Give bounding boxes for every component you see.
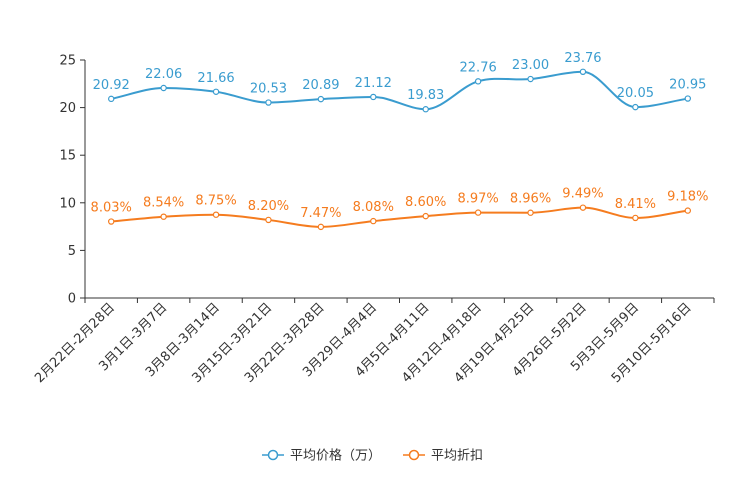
y-axis: 0 5 10 15 20 25: [59, 54, 86, 307]
data-label: 8.20%: [248, 199, 289, 214]
data-label: 8.60%: [405, 195, 446, 210]
data-label: 7.47%: [300, 206, 341, 221]
legend-marker-icon: [267, 449, 279, 461]
data-point[interactable]: [684, 95, 691, 102]
data-point[interactable]: [632, 214, 639, 222]
y-tick-label: 15: [59, 149, 76, 164]
data-point[interactable]: [212, 211, 220, 218]
data-label: 21.66: [197, 71, 234, 86]
series-layer: 20.92 22.06 21.66 20.53 20.89 21.12 19.83 22.76…: [91, 51, 708, 231]
data-label: 9.18%: [667, 190, 708, 205]
data-label: 19.83: [407, 88, 444, 103]
data-point[interactable]: [422, 106, 429, 113]
data-label: 8.97%: [457, 192, 498, 207]
legend-label: 平均价格（万）: [290, 448, 381, 464]
data-point[interactable]: [317, 223, 325, 231]
legend[interactable]: 平均价格（万） 平均折扣: [262, 448, 483, 464]
data-label: 8.03%: [91, 201, 132, 216]
legend-item-avg-discount[interactable]: 平均折扣: [403, 449, 483, 464]
data-label: 23.00: [512, 58, 549, 73]
data-label: 20.95: [669, 78, 706, 93]
data-label: 8.54%: [143, 196, 184, 211]
legend-label: 平均折扣: [431, 449, 483, 464]
data-label: 22.06: [145, 67, 182, 82]
data-point[interactable]: [579, 68, 587, 76]
data-point[interactable]: [370, 217, 377, 225]
data-point[interactable]: [527, 75, 534, 83]
data-point[interactable]: [160, 84, 167, 92]
data-point[interactable]: [265, 99, 272, 106]
series-line: [111, 206, 688, 228]
y-tick-label: 25: [59, 54, 76, 69]
y-tick-label: 10: [59, 196, 76, 211]
data-point[interactable]: [579, 204, 587, 211]
data-point[interactable]: [212, 88, 220, 95]
data-label: 8.75%: [195, 194, 236, 209]
data-label: 8.96%: [510, 192, 551, 207]
data-point[interactable]: [265, 216, 272, 224]
data-label: 20.53: [250, 82, 287, 97]
series-avg-price: 20.92 22.06 21.66 20.53 20.89 21.12 19.83 22.76…: [93, 51, 706, 113]
data-point[interactable]: [108, 218, 115, 225]
data-point[interactable]: [684, 207, 691, 214]
data-point[interactable]: [422, 212, 429, 220]
data-point[interactable]: [527, 209, 534, 216]
y-tick-label: 5: [68, 244, 76, 259]
data-label: 22.76: [460, 60, 497, 75]
data-label: 20.92: [93, 78, 130, 93]
data-label: 8.08%: [353, 200, 394, 215]
data-point[interactable]: [474, 209, 482, 216]
x-axis: 2月22日-2月28日3月1日-3月7日3月8日-3月14日3月15日-3月21…: [32, 297, 715, 386]
data-point[interactable]: [108, 95, 115, 103]
data-label: 21.12: [355, 76, 392, 91]
data-point[interactable]: [317, 95, 325, 103]
legend-marker-icon: [408, 449, 420, 461]
y-tick-label: 0: [68, 292, 76, 307]
data-label: 20.89: [302, 78, 339, 93]
y-tick-label: 20: [59, 101, 76, 116]
data-label: 23.76: [564, 51, 601, 66]
data-label: 9.49%: [562, 187, 603, 202]
data-label: 20.05: [617, 86, 654, 101]
data-label: 8.41%: [615, 197, 656, 212]
series-avg-discount: 8.03% 8.54% 8.75% 8.20% 7.47% 8.08% 8.60% 8.97%…: [91, 187, 708, 231]
data-point[interactable]: [370, 93, 377, 101]
data-point[interactable]: [160, 213, 167, 220]
legend-item-avg-price[interactable]: 平均价格（万）: [262, 448, 381, 464]
data-point[interactable]: [632, 103, 639, 111]
data-point[interactable]: [474, 78, 482, 85]
